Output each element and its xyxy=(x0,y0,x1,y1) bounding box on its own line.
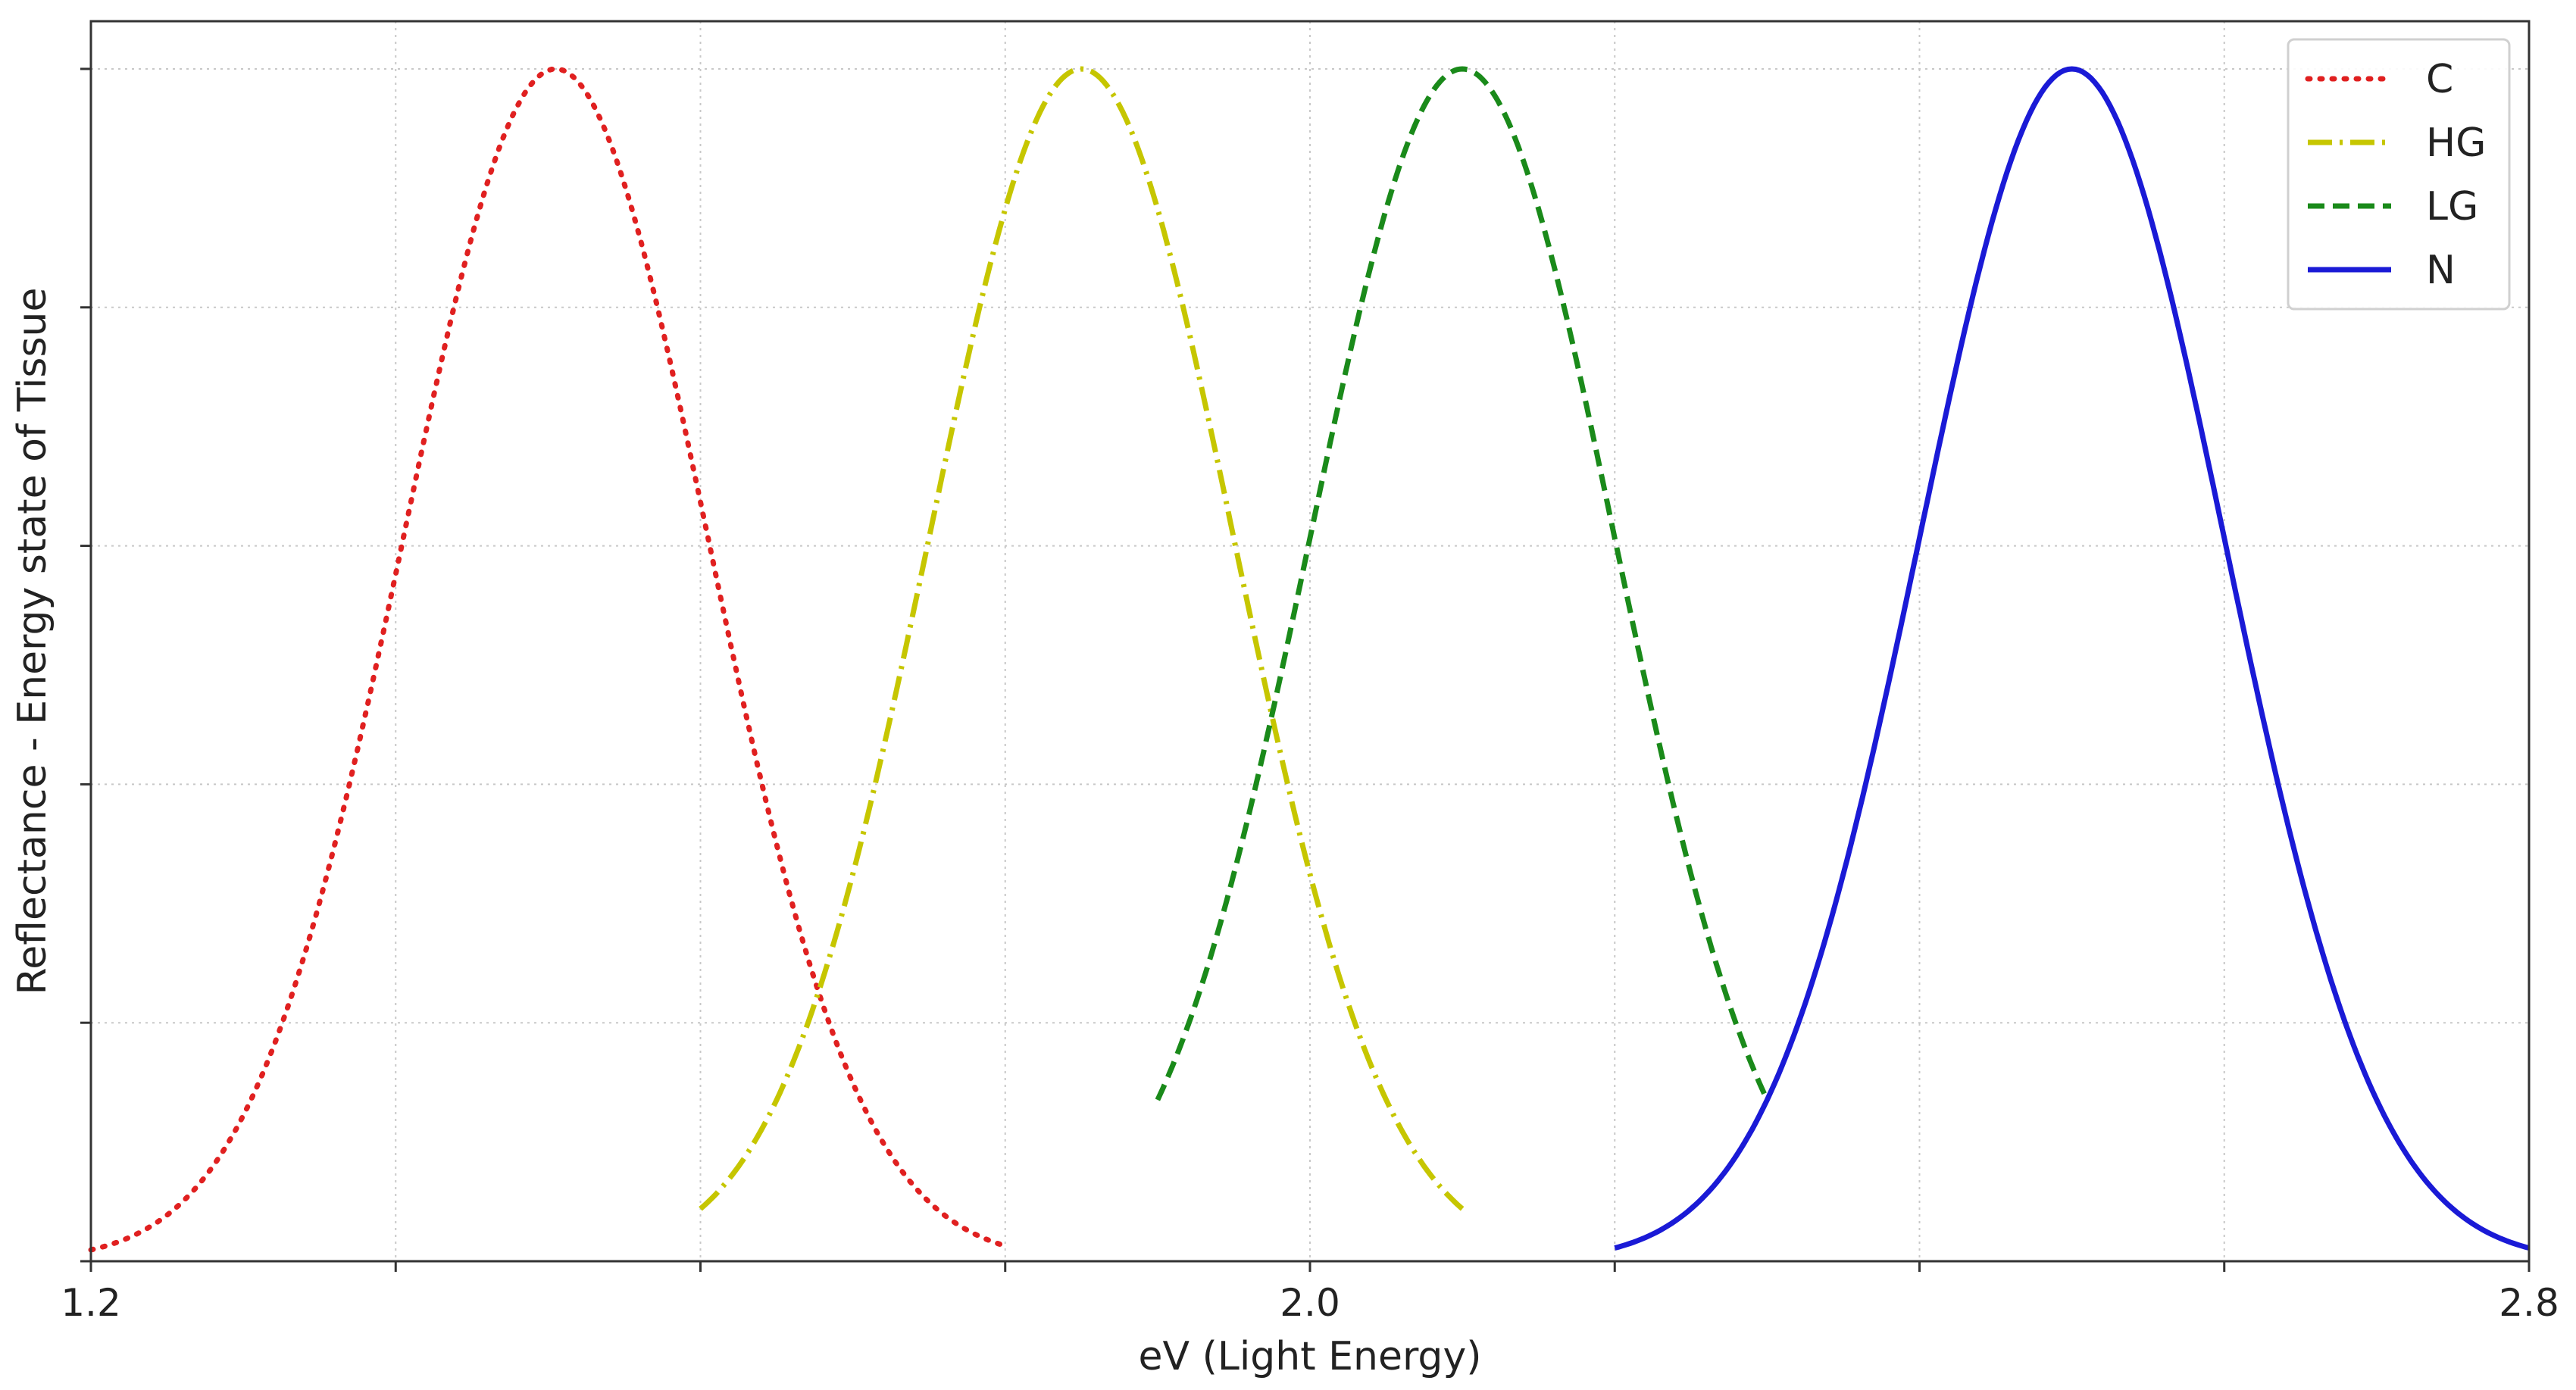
series-lines xyxy=(88,66,2530,1253)
series-line-hg xyxy=(699,66,1465,1211)
legend-label-hg: HG xyxy=(2426,120,2486,166)
legend-label-c: C xyxy=(2426,57,2453,102)
legend-label-lg: LG xyxy=(2426,184,2478,230)
x-tick-label: 1.2 xyxy=(61,1281,121,1325)
series-line-n xyxy=(1614,66,2530,1251)
x-tick-label: 2.0 xyxy=(1280,1281,1340,1325)
legend: C HG LG N xyxy=(2287,38,2511,311)
y-axis-label: Reflectance - Energy state of Tissue xyxy=(10,288,55,995)
axis-ticks: 1.2 2.0 2.8 xyxy=(61,67,2559,1325)
series-line-c xyxy=(88,66,1008,1253)
legend-box xyxy=(2287,38,2511,311)
legend-label-n: N xyxy=(2426,248,2456,293)
x-axis-label: eV (Light Energy) xyxy=(1138,1334,1481,1379)
axis-labels: eV (Light Energy) Reflectance - Energy s… xyxy=(10,288,1482,1379)
x-tick-label: 2.8 xyxy=(2499,1281,2559,1325)
series-line-lg xyxy=(1155,66,1770,1101)
